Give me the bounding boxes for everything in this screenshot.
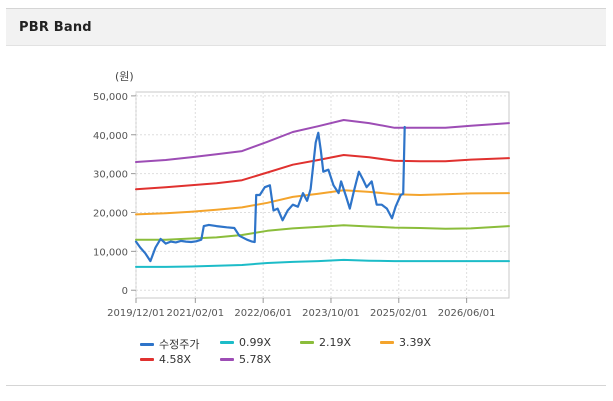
y-tick-label: 10,000 xyxy=(93,247,128,258)
legend-swatch xyxy=(140,358,154,361)
y-tick-label: 0 xyxy=(122,286,128,297)
y-tick-label: 30,000 xyxy=(93,170,128,181)
legend-swatch xyxy=(300,341,314,344)
series-line-3 xyxy=(135,189,510,216)
legend-label: 5.78X xyxy=(239,353,272,366)
y-axis-unit-label: (원) xyxy=(115,70,134,83)
series-line-2 xyxy=(135,224,510,241)
series-line-0 xyxy=(134,125,406,263)
y-tick-label: 40,000 xyxy=(93,131,128,142)
x-tick-label: 2026/06/01 xyxy=(438,308,496,319)
legend-item: 4.58X xyxy=(140,353,191,366)
legend-label: 2.19X xyxy=(319,336,352,349)
legend-swatch xyxy=(220,358,234,361)
panel-title: PBR Band xyxy=(19,20,92,35)
legend-label: 0.99X xyxy=(239,336,272,349)
x-tick-label: 2023/10/01 xyxy=(302,308,360,319)
legend-label: 4.58X xyxy=(159,353,192,366)
legend-swatch xyxy=(380,341,394,344)
legend-swatch xyxy=(220,341,234,344)
legend-item: 2.19X xyxy=(300,336,351,349)
x-tick-label: 2021/02/01 xyxy=(166,308,224,319)
legend-item: 3.39X xyxy=(380,336,431,349)
x-tick-label: 2022/06/01 xyxy=(234,308,292,319)
x-tick-label: 2025/02/01 xyxy=(370,308,428,319)
legend-item: 5.78X xyxy=(220,353,271,366)
series-line-1 xyxy=(135,258,510,268)
y-tick-label: 20,000 xyxy=(93,208,128,219)
legend-item: 수정주가 xyxy=(140,336,199,352)
x-tick-label: 2019/12/01 xyxy=(107,308,165,319)
y-tick-label: 50,000 xyxy=(93,92,128,103)
panel-header: PBR Band xyxy=(6,9,606,46)
legend-swatch xyxy=(140,342,154,346)
legend-label: 3.39X xyxy=(399,336,432,349)
legend-label: 수정주가 xyxy=(159,338,200,351)
series-line-5 xyxy=(135,119,510,163)
legend-item: 0.99X xyxy=(220,336,271,349)
series-line-4 xyxy=(135,154,510,191)
